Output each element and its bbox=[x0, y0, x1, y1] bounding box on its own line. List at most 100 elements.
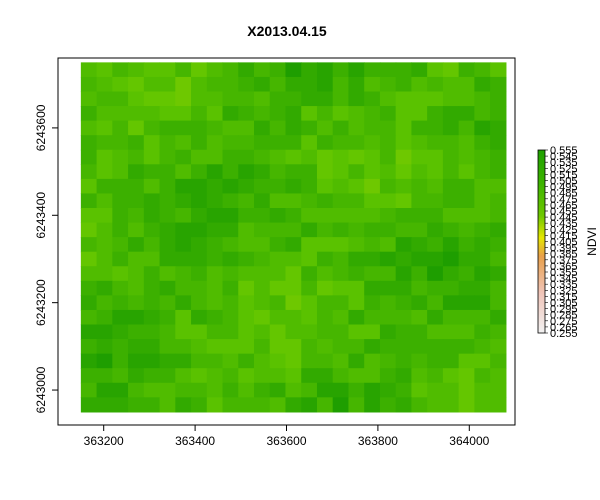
raster-cell bbox=[159, 266, 176, 282]
raster-cell bbox=[379, 135, 397, 151]
raster-cell bbox=[316, 353, 334, 369]
raster-cell bbox=[238, 251, 255, 267]
raster-cell bbox=[206, 62, 224, 78]
raster-cell bbox=[269, 295, 287, 311]
legend-label: 0.395 bbox=[550, 243, 578, 255]
raster-cell bbox=[112, 353, 129, 369]
raster-cell bbox=[379, 106, 397, 122]
raster-cell bbox=[269, 324, 287, 340]
raster-cell bbox=[159, 368, 176, 384]
raster-cell bbox=[395, 251, 413, 267]
raster-cell bbox=[143, 309, 161, 326]
raster-cell bbox=[285, 382, 302, 398]
raster-cell bbox=[222, 382, 239, 398]
raster-cell bbox=[206, 237, 224, 253]
raster-cell bbox=[159, 120, 176, 136]
raster-cell bbox=[348, 280, 365, 296]
raster-cell bbox=[143, 178, 161, 195]
legend-label: 0.445 bbox=[550, 212, 578, 224]
raster-cell bbox=[269, 280, 287, 296]
raster-cell bbox=[191, 193, 208, 209]
raster-cell bbox=[411, 266, 428, 282]
raster-cell bbox=[206, 193, 224, 209]
raster-cell bbox=[332, 397, 350, 413]
raster-cell bbox=[269, 251, 287, 267]
raster-cell bbox=[254, 106, 271, 122]
raster-cell bbox=[458, 135, 475, 151]
raster-cell bbox=[285, 149, 302, 165]
raster-cell bbox=[254, 222, 271, 238]
raster-cell bbox=[222, 62, 239, 78]
raster-cell bbox=[348, 120, 365, 136]
raster-cell bbox=[458, 309, 475, 326]
raster-cell bbox=[80, 280, 98, 296]
raster-cell bbox=[238, 208, 255, 224]
raster-cell bbox=[112, 397, 129, 413]
raster-cell bbox=[269, 208, 287, 224]
raster-cell bbox=[474, 353, 491, 369]
raster-cell bbox=[96, 208, 113, 224]
raster-cell bbox=[128, 382, 145, 398]
raster-cell bbox=[143, 295, 161, 311]
raster-cell bbox=[112, 309, 129, 326]
raster-cell bbox=[427, 382, 444, 398]
raster-cell bbox=[222, 368, 239, 384]
raster-cell bbox=[175, 309, 192, 326]
raster-cell bbox=[238, 135, 255, 151]
raster-cell bbox=[175, 295, 192, 311]
raster-cell bbox=[269, 149, 287, 165]
raster-cell bbox=[112, 193, 129, 209]
raster-cell bbox=[301, 353, 318, 369]
raster-cell bbox=[159, 309, 176, 326]
raster-cell bbox=[159, 324, 176, 340]
raster-cell bbox=[411, 237, 428, 253]
raster-cell bbox=[458, 178, 475, 195]
raster-cell bbox=[128, 237, 145, 253]
raster-cell bbox=[442, 106, 460, 122]
raster-cell bbox=[206, 135, 224, 151]
raster-cell bbox=[238, 164, 255, 180]
legend-label: 0.365 bbox=[550, 261, 578, 273]
raster-cell bbox=[458, 76, 475, 93]
raster-cell bbox=[411, 62, 428, 78]
raster-cell bbox=[395, 382, 413, 398]
raster-cell bbox=[254, 178, 271, 195]
raster-cell bbox=[332, 339, 350, 355]
raster-cell bbox=[80, 178, 98, 195]
raster-cell bbox=[474, 295, 491, 311]
raster-cell bbox=[222, 164, 239, 180]
raster-cell bbox=[364, 237, 381, 253]
y-tick-label: 6243600 bbox=[34, 104, 48, 151]
raster-cell bbox=[285, 208, 302, 224]
raster-cell bbox=[285, 280, 302, 296]
raster-cell bbox=[254, 339, 271, 355]
legend-label: 0.545 bbox=[550, 151, 578, 163]
raster-cell bbox=[285, 222, 302, 238]
raster-cell bbox=[238, 353, 255, 369]
raster-cell bbox=[442, 135, 460, 151]
raster-cell bbox=[206, 368, 224, 384]
raster-cell bbox=[332, 149, 350, 165]
raster-cell bbox=[332, 62, 350, 78]
raster-cell bbox=[395, 62, 413, 78]
raster-cell bbox=[395, 266, 413, 282]
raster-cell bbox=[112, 106, 129, 122]
raster-cell bbox=[175, 164, 192, 180]
raster-cell bbox=[490, 62, 507, 78]
raster-cell bbox=[348, 339, 365, 355]
raster-cell bbox=[348, 295, 365, 311]
legend-label: 0.295 bbox=[550, 304, 578, 316]
raster-cell bbox=[206, 208, 224, 224]
raster-cell bbox=[427, 368, 444, 384]
legend-label: 0.535 bbox=[550, 157, 578, 169]
raster-cell bbox=[411, 135, 428, 151]
raster-cell bbox=[128, 62, 145, 78]
raster-cell bbox=[332, 193, 350, 209]
raster-cell bbox=[159, 397, 176, 413]
raster-cell bbox=[128, 91, 145, 107]
raster-cell bbox=[191, 397, 208, 413]
raster-cell bbox=[458, 353, 475, 369]
raster-cell bbox=[427, 178, 444, 195]
raster-cell bbox=[159, 76, 176, 93]
raster-cell bbox=[364, 324, 381, 340]
